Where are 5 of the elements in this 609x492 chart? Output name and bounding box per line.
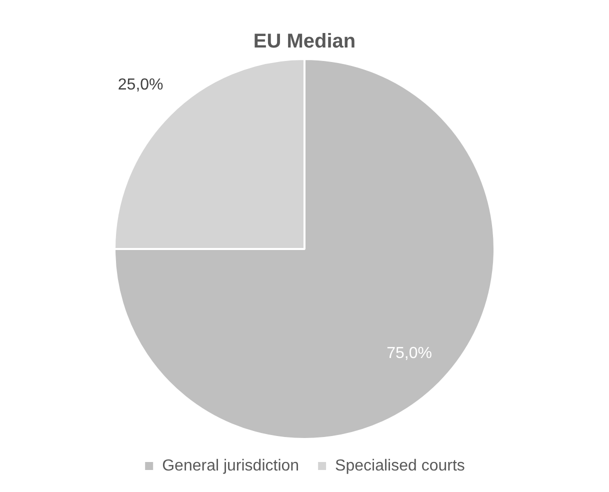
data-label: 75,0% [386, 345, 432, 362]
legend-label: Specialised courts [335, 457, 465, 474]
legend-label: General jurisdiction [162, 457, 300, 474]
chart-title: EU Median [253, 30, 356, 53]
data-label: 25,0% [118, 76, 164, 94]
